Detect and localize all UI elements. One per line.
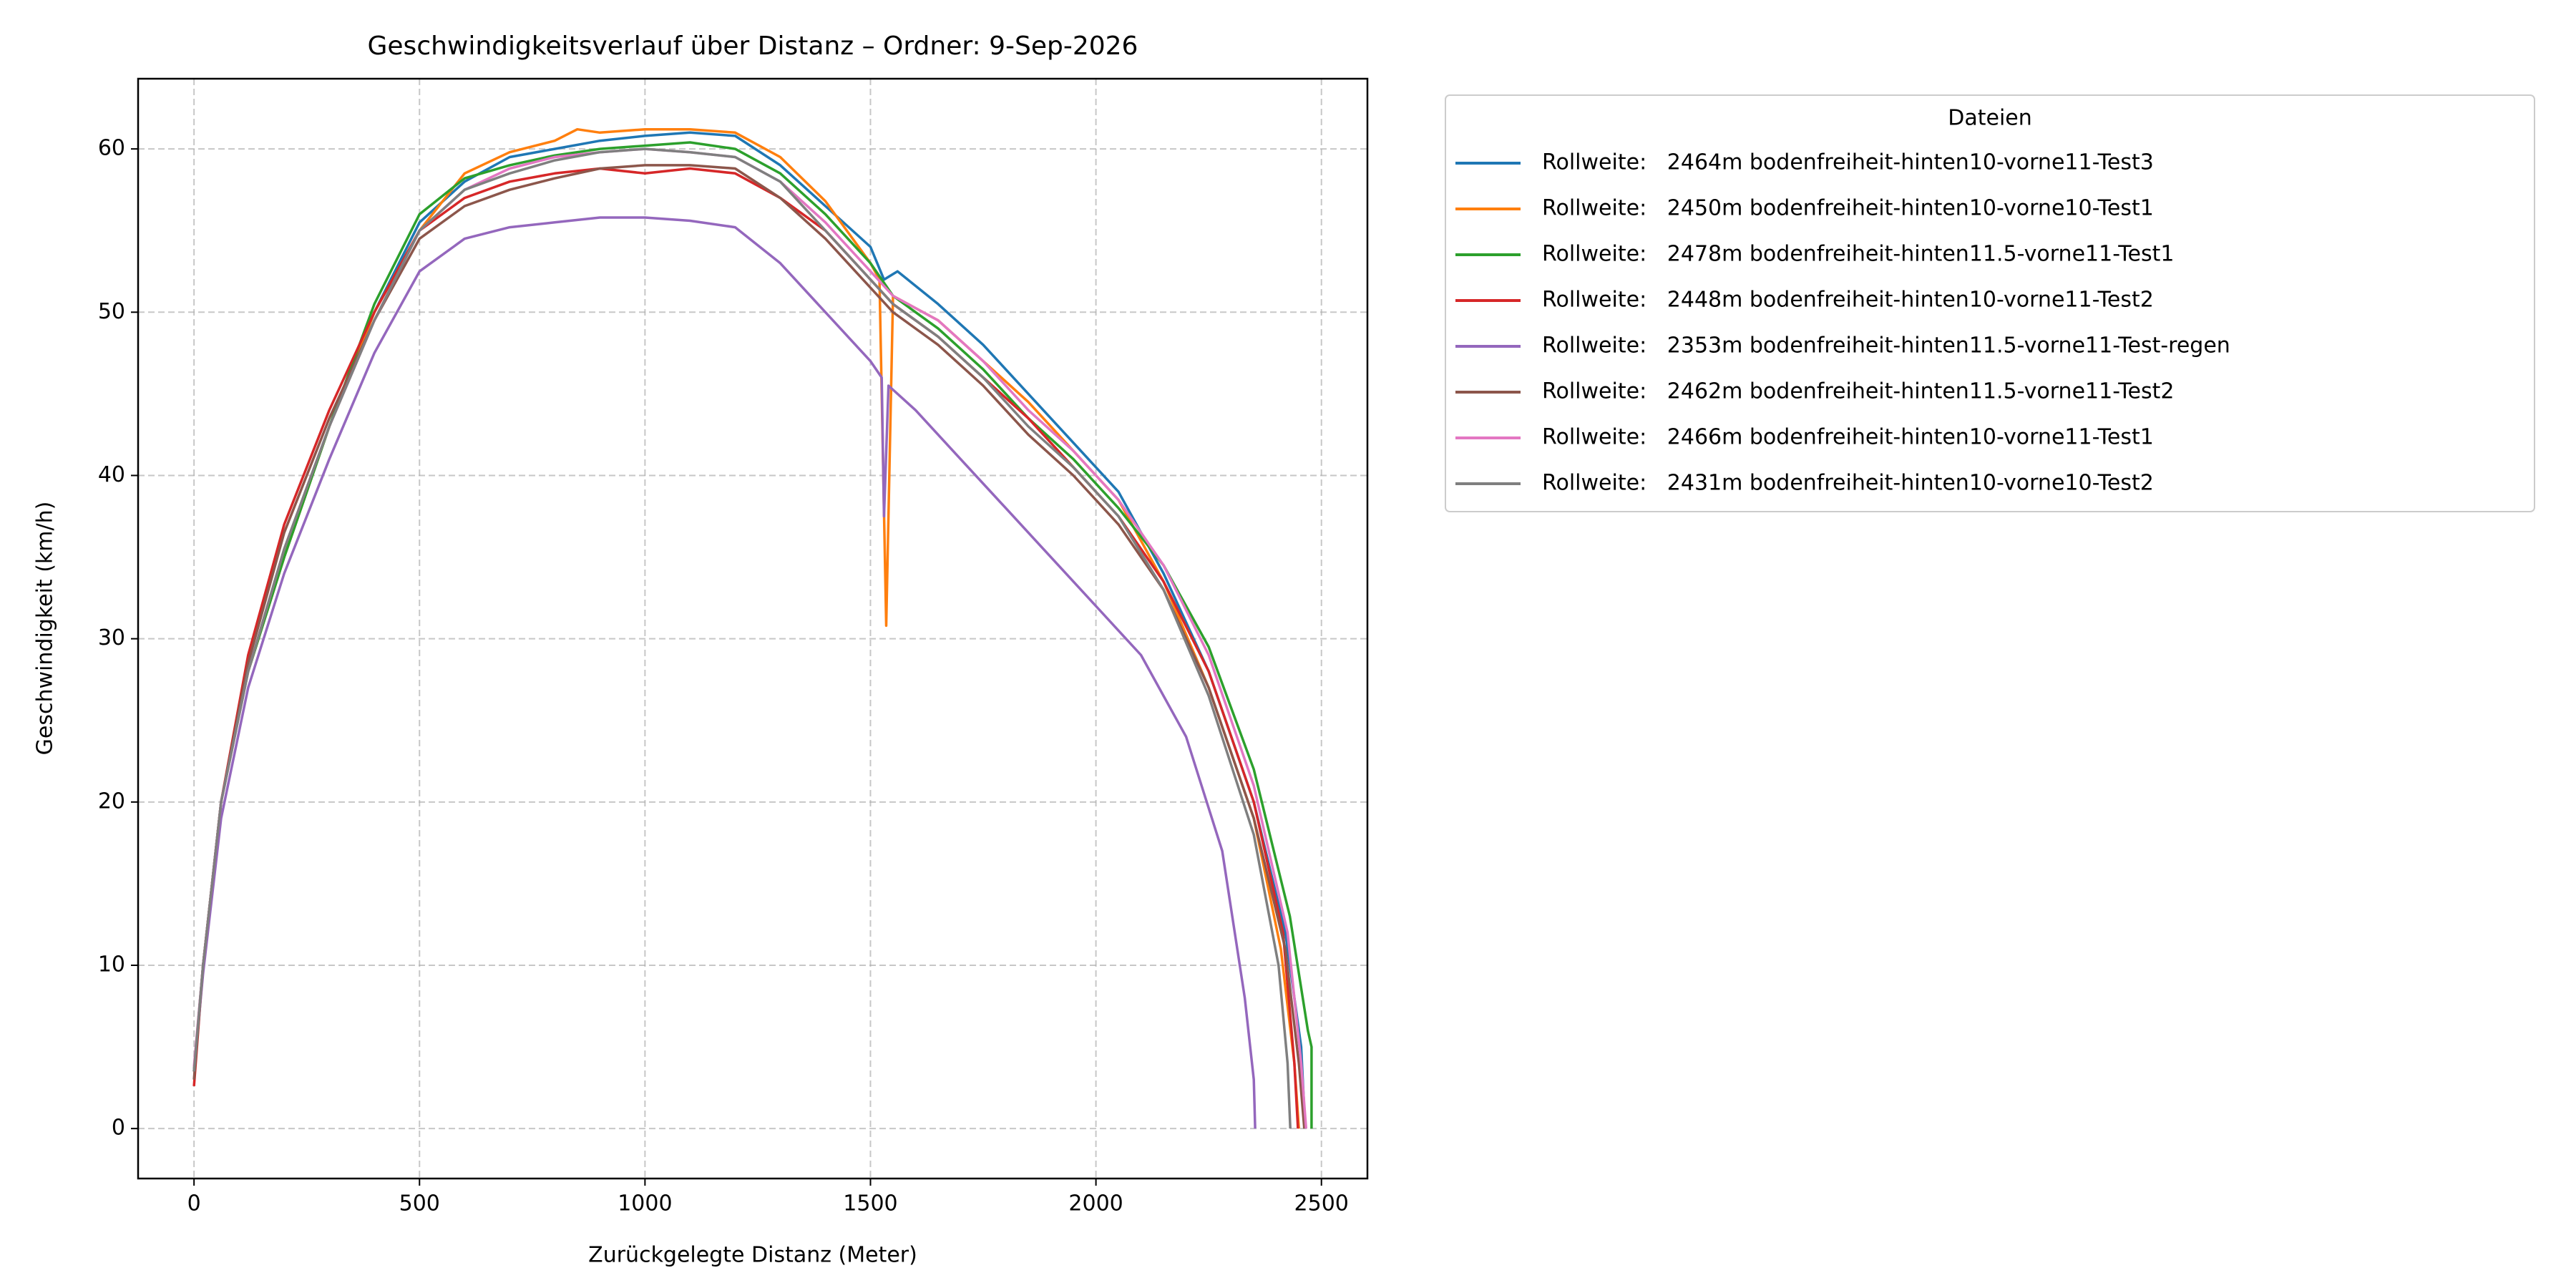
y-tick-label: 20	[98, 789, 125, 814]
x-tick-label: 1500	[843, 1191, 897, 1216]
y-tick-label: 10	[98, 952, 125, 977]
y-axis-label: Geschwindigkeit (km/h)	[33, 502, 58, 756]
axes-frame	[137, 77, 1369, 1180]
legend-label: Rollweite: 2431m bodenfreiheit-hinten10-…	[1542, 471, 2154, 496]
x-tick-label: 500	[399, 1191, 440, 1216]
x-axis-label: Zurückgelegte Distanz (Meter)	[588, 1243, 917, 1268]
legend-label: Rollweite: 2448m bodenfreiheit-hinten10-…	[1542, 288, 2154, 313]
legend-label: Rollweite: 2353m bodenfreiheit-hinten11.…	[1542, 333, 2230, 358]
legend-label: Rollweite: 2450m bodenfreiheit-hinten10-…	[1542, 196, 2154, 221]
plot-area: 0 500 1000 1500 2000 2500 0 10 20 30 40 50 60	[98, 79, 1367, 1216]
x-tick-label: 1000	[618, 1191, 672, 1216]
legend: Dateien Rollweite: 2464m bodenfreiheit-h…	[1445, 94, 2535, 512]
legend-title: Dateien	[1948, 106, 2032, 131]
line-series	[192, 216, 1257, 1129]
legend-label: Rollweite: 2478m bodenfreiheit-hinten11.…	[1542, 242, 2174, 267]
y-tick-label: 40	[98, 462, 125, 487]
legend-label: Rollweite: 2462m bodenfreiheit-hinten11.…	[1542, 379, 2174, 404]
x-tick-label: 2500	[1294, 1191, 1349, 1216]
x-tick-label: 2000	[1068, 1191, 1123, 1216]
legend-label: Rollweite: 2464m bodenfreiheit-hinten10-…	[1542, 150, 2154, 175]
y-tick-label: 50	[98, 299, 125, 324]
y-tick-label: 30	[98, 625, 125, 650]
x-tick-label: 0	[187, 1191, 201, 1216]
chart-title: Geschwindigkeitsverlauf über Distanz – O…	[368, 31, 1138, 61]
legend-box	[1445, 94, 2535, 512]
legend-label: Rollweite: 2466m bodenfreiheit-hinten10-…	[1542, 425, 2154, 450]
line-series	[192, 167, 1299, 1129]
y-tick-label: 0	[112, 1116, 125, 1141]
y-tick-label: 60	[98, 136, 125, 161]
line-series	[192, 147, 1292, 1129]
